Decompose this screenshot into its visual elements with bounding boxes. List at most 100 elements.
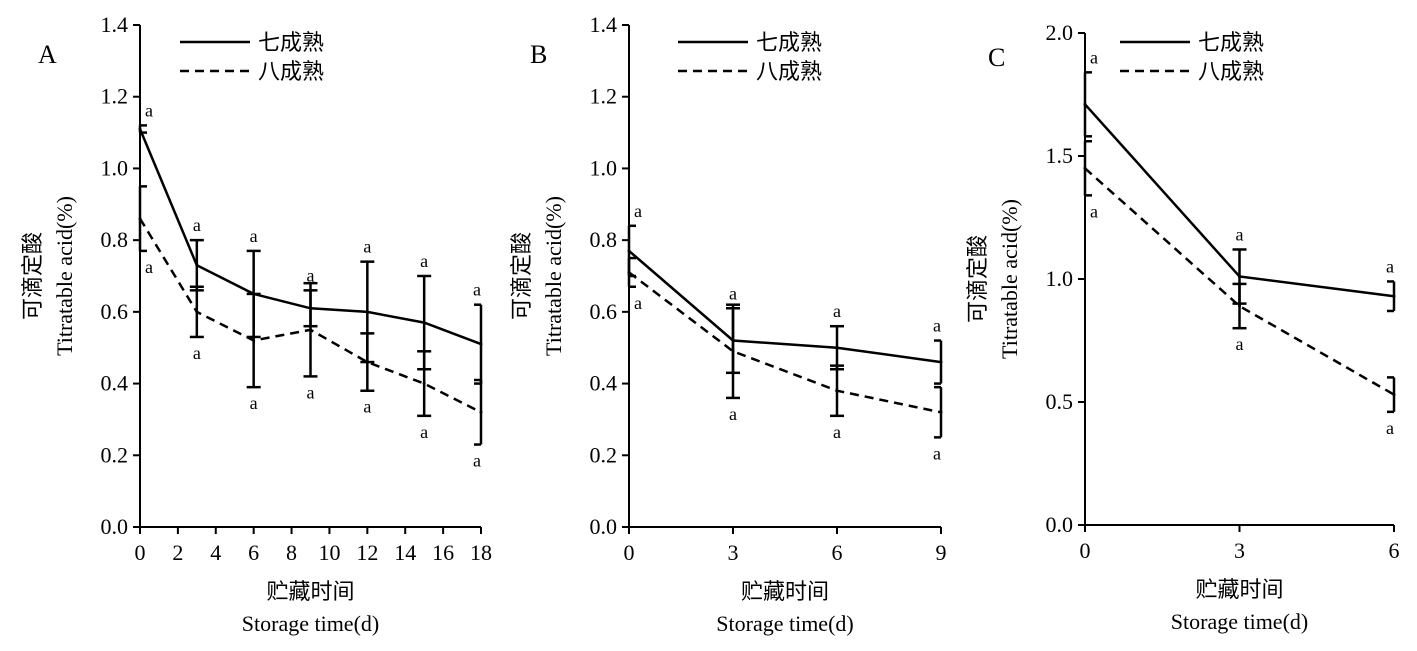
data-point: [1083, 102, 1087, 106]
significance-label: a: [1236, 334, 1244, 354]
x-tick-label: 2: [172, 540, 183, 565]
x-tick-label: 3: [1234, 538, 1245, 563]
y-axis-title-en: Titratable acid(%): [52, 196, 77, 356]
significance-label: a: [363, 237, 371, 257]
x-tick-label: 10: [318, 540, 340, 565]
y-tick-label: 1.0: [1046, 266, 1074, 291]
y-tick-label: 1.0: [101, 155, 129, 180]
chart-panel-a: 0.0 0.2 0.4 0.6 0.8 1.0 1.2 1.4 0 2 4 6 8 10 12 14 16 18 贮…: [20, 12, 492, 636]
x-axis-title-en: Storage time(d): [242, 611, 379, 636]
chart-panel-c: 0.0 0.5 1.0 1.5 2.0 0 3 6 贮藏时间 Storage time(d) 可滴定…: [965, 20, 1400, 634]
y-tick-label: 0.8: [101, 227, 129, 252]
y-tick-label: 0.6: [590, 299, 618, 324]
series-dashed: a a a a a a a: [138, 185, 483, 471]
series-solid: a a a a: [627, 201, 943, 385]
significance-label: a: [420, 422, 428, 442]
data-point: [939, 360, 943, 364]
significance-label: a: [145, 257, 153, 277]
x-tick-label: 0: [624, 540, 635, 565]
x-tick-label: 3: [728, 540, 739, 565]
series-line: [628, 271, 942, 414]
data-point: [1392, 393, 1396, 397]
panel-letter: C: [988, 43, 1005, 72]
data-point: [627, 270, 631, 274]
data-point: [1392, 294, 1396, 298]
y-tick-label: 1.4: [590, 12, 618, 37]
y-axis-title-en: Titratable acid(%): [997, 199, 1022, 359]
y-tick-label: 1.2: [101, 84, 129, 109]
x-tick-label: 4: [210, 540, 221, 565]
significance-label: a: [1386, 256, 1394, 276]
significance-label: a: [729, 404, 737, 424]
data-point: [479, 342, 483, 346]
series-line: [628, 249, 942, 364]
significance-label: a: [473, 280, 481, 300]
data-point: [365, 310, 369, 314]
legend-label: 八成熟: [756, 59, 822, 84]
y-tick-label: 0.5: [1046, 389, 1074, 414]
y-tick-label: 0.4: [590, 371, 618, 396]
legend-label: 八成熟: [1198, 59, 1264, 84]
data-point: [731, 349, 735, 353]
y-tick-label: 0.0: [101, 514, 129, 539]
y-axis-title-cn: 可滴定酸: [509, 232, 534, 320]
significance-label: a: [833, 301, 841, 321]
significance-label: a: [145, 100, 153, 120]
x-tick-label: 9: [936, 540, 947, 565]
significance-label: a: [833, 422, 841, 442]
y-tick-label: 1.0: [590, 155, 618, 180]
data-point: [1238, 275, 1241, 279]
significance-label: a: [729, 283, 737, 303]
significance-label: a: [634, 293, 642, 313]
x-tick-label: 6: [832, 540, 843, 565]
significance-label: a: [363, 397, 371, 417]
significance-label: a: [193, 215, 201, 235]
x-tick-label: 18: [470, 540, 492, 565]
y-tick-label: 0.6: [101, 299, 129, 324]
data-point: [138, 127, 142, 131]
data-point: [422, 382, 426, 386]
legend-label: 七成熟: [756, 30, 822, 55]
series-dashed: a a a a: [627, 256, 943, 463]
significance-label: a: [1090, 201, 1098, 221]
data-point: [309, 328, 312, 332]
panel-letter: A: [38, 40, 57, 69]
x-tick-label: 6: [248, 540, 259, 565]
significance-label: a: [250, 226, 258, 246]
y-tick-label: 0.2: [590, 442, 618, 467]
data-point: [138, 217, 142, 221]
series-dashed: a a a: [1083, 139, 1396, 438]
y-tick-label: 0.0: [590, 514, 618, 539]
y-tick-label: 1.4: [101, 12, 129, 37]
significance-label: a: [933, 316, 941, 336]
y-tick-label: 0.0: [1046, 512, 1074, 537]
significance-label: a: [1236, 224, 1244, 244]
x-axis-title-en: Storage time(d): [1171, 609, 1308, 634]
data-point: [1083, 166, 1087, 170]
data-point: [479, 410, 483, 414]
x-axis-title-en: Storage time(d): [716, 611, 853, 636]
legend-label: 七成熟: [1198, 30, 1264, 55]
significance-label: a: [634, 201, 642, 221]
x-tick-label: 0: [135, 540, 146, 565]
data-point: [835, 389, 839, 393]
series-solid: a a a: [1083, 47, 1396, 313]
x-tick-label: 16: [432, 540, 454, 565]
x-tick-label: 8: [286, 540, 297, 565]
x-axis-title-cn: 贮藏时间: [1195, 577, 1283, 602]
significance-label: a: [473, 451, 481, 471]
significance-label: a: [307, 382, 315, 402]
panel-letter: B: [530, 40, 547, 69]
data-point: [1238, 304, 1241, 308]
x-tick-label: 6: [1389, 538, 1400, 563]
x-tick-label: 14: [394, 540, 416, 565]
significance-label: a: [933, 443, 941, 463]
y-tick-label: 1.2: [590, 84, 618, 109]
significance-label: a: [250, 393, 258, 413]
x-axis-title-cn: 贮藏时间: [266, 579, 354, 604]
data-point: [627, 249, 631, 253]
